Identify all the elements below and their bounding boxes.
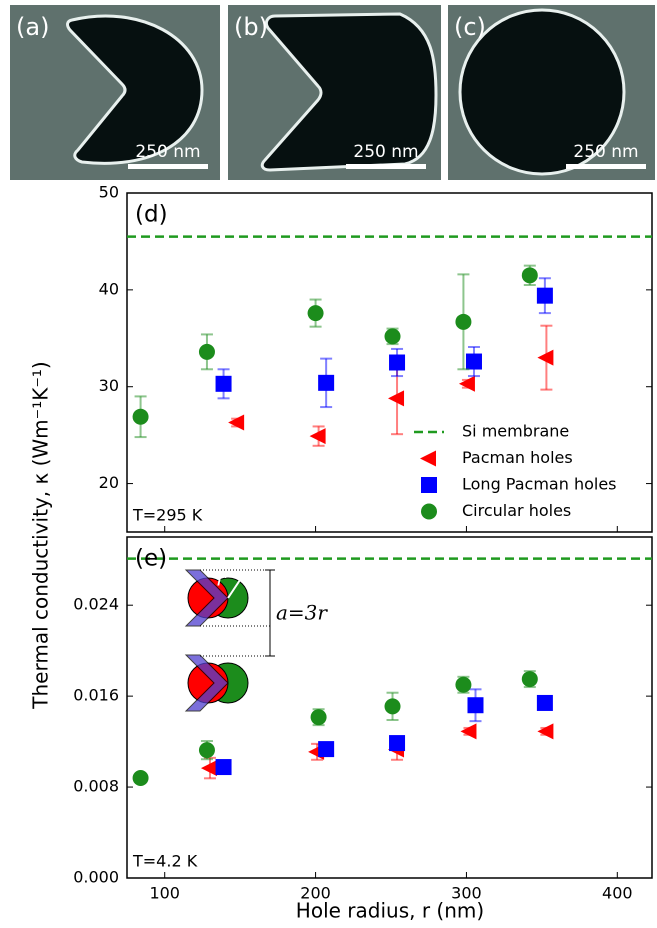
data-point — [385, 328, 401, 344]
data-point — [537, 288, 553, 304]
data-point — [318, 375, 334, 391]
data-point — [467, 697, 483, 713]
spacing-label: a=3r — [276, 601, 328, 625]
legend-label: Pacman holes — [462, 448, 573, 467]
panel-label: (d) — [135, 202, 168, 228]
y-tick-label: 0.024 — [73, 595, 119, 614]
data-point — [537, 695, 553, 711]
y-tick-label: 20 — [99, 473, 119, 492]
data-point — [537, 723, 553, 739]
x-tick-label: 400 — [602, 884, 633, 903]
annotation: T=295 K — [132, 506, 203, 525]
data-point — [308, 305, 324, 321]
data-point — [389, 355, 405, 371]
y-tick-label: 40 — [99, 279, 119, 298]
data-point — [133, 770, 149, 786]
scale-text: 250 nm — [353, 142, 418, 162]
data-point — [216, 759, 232, 775]
radius-label: r — [216, 567, 227, 591]
inset: r a=3r — [186, 567, 328, 712]
image-label: (b) — [234, 13, 268, 41]
data-point — [455, 677, 471, 693]
legend-label: Si membrane — [462, 422, 569, 441]
legend-label: Long Pacman holes — [462, 475, 617, 494]
scale-text: 250 nm — [135, 142, 200, 162]
y-axis-label: Thermal conductivity, κ (Wm⁻¹K⁻¹) — [29, 361, 53, 709]
data-point — [318, 741, 334, 757]
data-point — [228, 415, 244, 431]
sem-image-a: (a) 250 nm — [10, 5, 220, 180]
data-point — [311, 709, 327, 725]
legend-marker — [421, 477, 437, 493]
image-label: (a) — [16, 13, 49, 41]
data-point — [385, 698, 401, 714]
data-point — [455, 314, 471, 330]
data-point — [199, 742, 215, 758]
data-point — [460, 723, 476, 739]
y-tick-label: 50 — [99, 183, 119, 202]
legend-marker — [421, 504, 437, 520]
data-point — [389, 735, 405, 751]
legend-marker — [420, 451, 436, 467]
data-point — [199, 344, 215, 360]
data-point — [522, 267, 538, 283]
figure: (a) 250 nm (b) 250 nm (c) 250 nm Thermal… — [0, 0, 657, 928]
scale-text: 250 nm — [573, 142, 638, 162]
data-point — [466, 354, 482, 370]
data-point — [522, 671, 538, 687]
x-tick-label: 300 — [451, 884, 482, 903]
sem-image-b: (b) 250 nm — [228, 5, 441, 180]
data-point — [216, 376, 232, 392]
panel-label: (e) — [135, 546, 167, 572]
y-tick-label: 0.000 — [73, 868, 119, 887]
data-point — [459, 376, 475, 392]
data-point — [133, 409, 149, 425]
sem-image-c: (c) 250 nm — [448, 5, 655, 180]
x-tick-label: 200 — [300, 884, 331, 903]
y-tick-label: 0.008 — [73, 777, 119, 796]
annotation: T=4.2 K — [132, 852, 198, 871]
x-tick-label: 100 — [149, 884, 180, 903]
y-tick-label: 0.016 — [73, 686, 119, 705]
legend-label: Circular holes — [462, 501, 571, 520]
y-tick-label: 30 — [99, 376, 119, 395]
image-label: (c) — [454, 13, 486, 41]
